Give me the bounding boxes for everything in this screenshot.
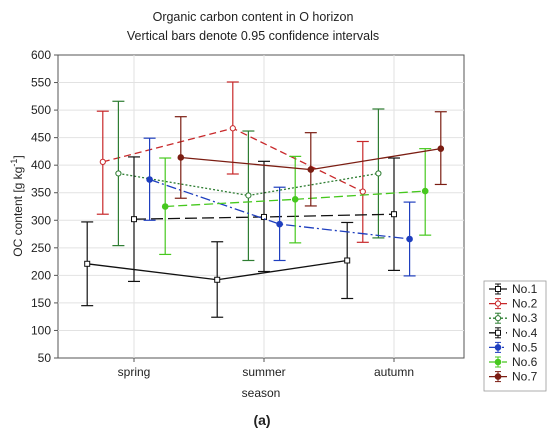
legend-marker <box>495 329 501 336</box>
legend-item-No.6: No.6 <box>489 355 538 369</box>
point-No.3-autumn <box>375 170 382 177</box>
legend-label-No.6: No.6 <box>512 355 538 369</box>
point-No.6-autumn <box>421 187 429 195</box>
point-No.3-summer <box>245 192 252 199</box>
y-axis-ticks: 50 100 150 200 250 300 350 400 450 500 550 600 <box>31 48 58 365</box>
point-No.5-spring <box>146 176 153 183</box>
point-No.7-autumn <box>437 145 445 152</box>
chart-title: Organic carbon content in O horizon <box>153 10 354 24</box>
y-tick-label: 550 <box>31 76 51 90</box>
point-No.3-spring <box>115 170 122 177</box>
y-tick-label: 100 <box>31 323 51 337</box>
point-No.1-summer <box>214 276 221 283</box>
y-tick-label: 450 <box>31 131 51 145</box>
series-No.3 <box>112 100 385 262</box>
legend-marker <box>494 300 502 307</box>
y-tick-label: 50 <box>38 351 52 365</box>
series-No.1 <box>81 221 354 318</box>
x-tick-label-summer: summer <box>242 365 285 379</box>
point-No.2-summer <box>229 125 236 132</box>
point-No.4-autumn <box>391 211 397 218</box>
legend-marker <box>494 344 502 351</box>
legend-label-No.5: No.5 <box>512 340 538 354</box>
legend-marker <box>494 373 502 380</box>
y-axis-label-sup: -1 <box>9 159 19 167</box>
point-No.7-spring <box>177 154 185 161</box>
point-No.1-spring <box>84 260 91 267</box>
y-tick-label: 250 <box>31 241 51 255</box>
legend-label-No.1: No.1 <box>512 282 538 296</box>
y-axis-label: OC content [g kg-1] <box>9 155 25 256</box>
y-axis-label-end: ] <box>11 155 25 158</box>
y-tick-label: 400 <box>31 158 51 172</box>
point-No.7-summer <box>307 166 315 173</box>
legend-item-No.7: No.7 <box>489 370 538 384</box>
legend-label-No.2: No.2 <box>512 297 538 311</box>
y-tick-label: 350 <box>31 186 51 200</box>
point-No.6-spring <box>161 203 169 210</box>
y-tick-label: 300 <box>31 213 51 227</box>
legend: No.1No.2No.3No.4No.5No.6No.7 <box>483 280 547 392</box>
point-No.5-autumn <box>406 235 413 243</box>
y-tick-label: 600 <box>31 48 51 62</box>
x-axis-label: season <box>242 386 281 400</box>
x-tick-label-spring: spring <box>118 365 151 379</box>
series-line-No.5 <box>149 178 410 240</box>
y-axis-label-main: OC content [g kg <box>11 167 25 257</box>
point-No.4-spring <box>131 216 137 223</box>
series-No.6 <box>159 148 432 256</box>
legend-label-No.7: No.7 <box>512 370 538 384</box>
gridlines <box>58 55 464 358</box>
legend-label-No.4: No.4 <box>512 326 538 340</box>
figure-caption: (a) <box>253 412 270 428</box>
point-No.2-autumn <box>359 188 366 195</box>
chart-subtitle: Vertical bars denote 0.95 confidence int… <box>127 29 379 43</box>
y-tick-label: 500 <box>31 103 51 117</box>
point-No.2-spring <box>99 158 106 165</box>
legend-item-No.3: No.3 <box>489 311 538 325</box>
legend-box <box>483 280 547 392</box>
legend-item-No.5: No.5 <box>489 340 538 354</box>
series-layer <box>81 81 447 318</box>
x-tick-label-autumn: autumn <box>374 365 414 379</box>
point-No.1-autumn <box>344 257 351 264</box>
point-No.6-summer <box>291 196 299 203</box>
legend-label-No.3: No.3 <box>512 311 538 325</box>
y-tick-label: 150 <box>31 296 51 310</box>
legend-item-No.1: No.1 <box>489 282 538 296</box>
legend-marker <box>494 315 502 322</box>
series-No.5 <box>143 137 416 277</box>
legend-marker <box>495 286 501 292</box>
series-No.2 <box>96 81 369 243</box>
plot-area <box>57 54 465 359</box>
point-No.5-summer <box>276 220 283 228</box>
series-No.4 <box>128 156 400 283</box>
legend-marker <box>494 358 502 366</box>
x-axis-ticks: spring summer autumn <box>118 358 414 379</box>
series-No.7 <box>174 111 447 207</box>
legend-item-No.2: No.2 <box>489 297 538 311</box>
point-No.4-summer <box>261 213 267 220</box>
legend-item-No.4: No.4 <box>489 326 538 340</box>
y-tick-label: 200 <box>31 268 51 282</box>
